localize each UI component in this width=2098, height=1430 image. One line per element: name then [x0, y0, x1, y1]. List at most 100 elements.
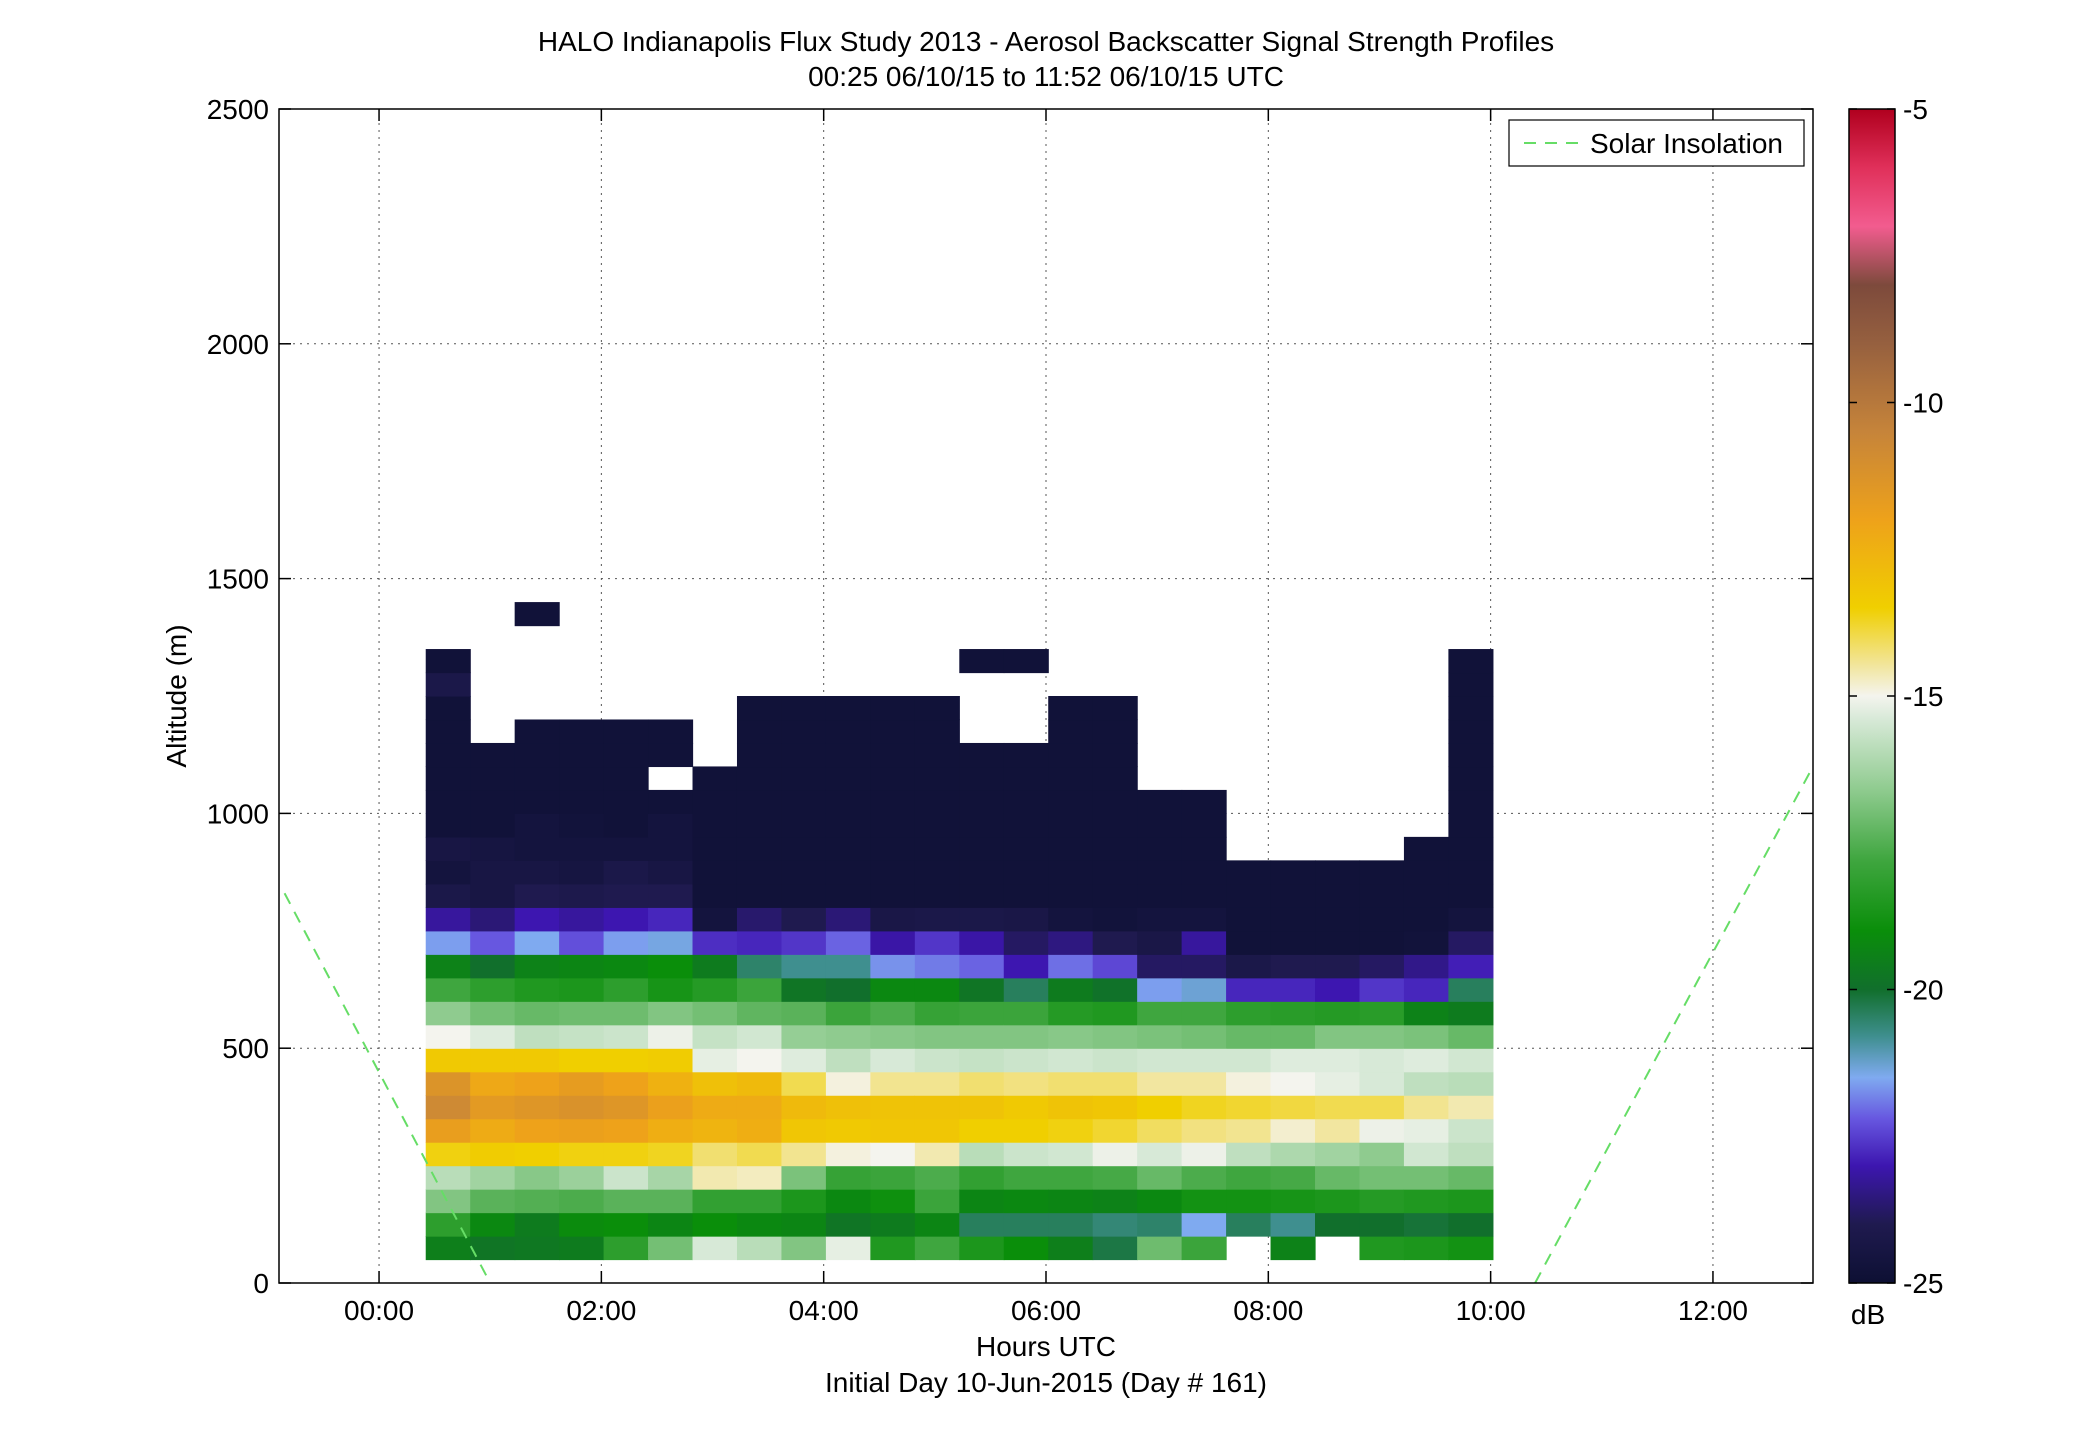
heatmap-cell	[914, 1048, 960, 1073]
heatmap-cell	[781, 907, 827, 932]
heatmap-cell	[1226, 883, 1272, 908]
heatmap-cell	[1270, 930, 1316, 955]
heatmap-cell	[959, 813, 1005, 838]
heatmap-cell	[1048, 1236, 1094, 1261]
heatmap-cell	[514, 719, 560, 744]
heatmap-cell	[1003, 860, 1049, 885]
heatmap-cell	[781, 1118, 827, 1143]
heatmap-cell	[1403, 1024, 1449, 1049]
heatmap-cell	[1359, 1001, 1405, 1026]
heatmap-cell	[1048, 789, 1094, 814]
heatmap-cell	[648, 719, 694, 744]
heatmap-cell	[470, 1001, 516, 1026]
y-axis-label: Altitude (m)	[161, 624, 192, 767]
heatmap-cell	[959, 1024, 1005, 1049]
heatmap-cell	[870, 742, 916, 768]
heatmap-cell	[1359, 907, 1405, 932]
heatmap-cell	[1448, 742, 1494, 768]
heatmap-cell	[825, 742, 871, 768]
heatmap-cell	[559, 1001, 605, 1026]
heatmap-cell	[470, 836, 516, 861]
heatmap-cell	[1092, 907, 1138, 932]
heatmap-cell	[425, 1189, 471, 1214]
heatmap-cell	[959, 1189, 1005, 1214]
heatmap-cell	[736, 742, 783, 768]
heatmap-cell	[959, 883, 1005, 908]
heatmap-cell	[1137, 977, 1183, 1002]
heatmap-cell	[648, 1048, 694, 1073]
heatmap-cell	[1359, 1118, 1405, 1143]
heatmap-cell	[648, 1165, 694, 1190]
heatmap-cell	[1270, 1236, 1316, 1261]
heatmap-cell	[1359, 1212, 1405, 1237]
heatmap-cell	[736, 1165, 783, 1190]
heatmap-cell	[1448, 1165, 1494, 1190]
heatmap-cell	[648, 883, 694, 908]
y-tick-label: 500	[222, 1033, 269, 1064]
heatmap-cell	[1092, 742, 1138, 768]
heatmap-cell	[1315, 883, 1361, 908]
heatmap-cell	[870, 719, 916, 744]
y-tick-label: 2500	[207, 94, 269, 125]
heatmap-cell	[825, 1236, 871, 1261]
heatmap-cell	[514, 1142, 560, 1167]
heatmap-cell	[603, 789, 649, 814]
heatmap-cell	[736, 1212, 783, 1237]
heatmap-cell	[603, 1024, 649, 1049]
heatmap-cell	[1181, 977, 1227, 1002]
heatmap-cell	[736, 1118, 783, 1143]
heatmap-cell	[736, 1001, 783, 1026]
heatmap-cell	[1270, 1212, 1316, 1237]
heatmap-cell	[514, 1189, 560, 1214]
heatmap-cell	[1003, 1142, 1049, 1167]
heatmap-cell	[914, 766, 960, 791]
heatmap-cell	[870, 696, 916, 721]
heatmap-cell	[1048, 742, 1094, 768]
heatmap-cell	[914, 860, 960, 885]
heatmap-cell	[603, 719, 649, 744]
heatmap-cell	[1403, 1001, 1449, 1026]
heatmap-cell	[1403, 930, 1449, 955]
heatmap-cell	[1003, 1001, 1049, 1026]
heatmap-cell	[1048, 1212, 1094, 1237]
heatmap-cell	[1403, 1189, 1449, 1214]
heatmap-cell	[559, 1095, 605, 1120]
heatmap-cell	[781, 1165, 827, 1190]
heatmap-cell	[736, 813, 783, 838]
heatmap-cell	[425, 742, 471, 768]
heatmap-cell	[781, 954, 827, 979]
heatmap-cell	[1270, 977, 1316, 1002]
heatmap-cell	[736, 930, 783, 955]
heatmap-cell	[1003, 813, 1049, 838]
heatmap-cell	[1270, 1024, 1316, 1049]
heatmap-cell	[1448, 1095, 1494, 1120]
heatmap-cell	[648, 954, 694, 979]
heatmap-cell	[470, 766, 516, 791]
heatmap-cell	[1181, 930, 1227, 955]
heatmap-cell	[1315, 1165, 1361, 1190]
heatmap-cell	[825, 1024, 871, 1049]
heatmap-cell	[692, 907, 738, 932]
heatmap-cell	[1270, 883, 1316, 908]
heatmap-cell	[1137, 1024, 1183, 1049]
heatmap-cell	[825, 1071, 871, 1096]
heatmap-cell	[736, 1024, 783, 1049]
heatmap-cell	[870, 1165, 916, 1190]
heatmap-cell	[1359, 1189, 1405, 1214]
heatmap-cell	[648, 1118, 694, 1143]
heatmap-cell	[959, 860, 1005, 885]
heatmap-cell	[603, 860, 649, 885]
heatmap-cell	[736, 836, 783, 861]
heatmap-cell	[559, 1165, 605, 1190]
heatmap-cell	[692, 789, 738, 814]
heatmap-cell	[1315, 1048, 1361, 1073]
heatmap-cell	[1181, 1236, 1227, 1261]
heatmap-cell	[559, 789, 605, 814]
heatmap-cell	[648, 1212, 694, 1237]
heatmap-cell	[514, 954, 560, 979]
heatmap-cell	[1448, 766, 1494, 791]
heatmap-cell	[1137, 1212, 1183, 1237]
x-tick-label: 06:00	[1011, 1295, 1081, 1326]
heatmap-cell	[603, 1212, 649, 1237]
heatmap-cell	[825, 1118, 871, 1143]
